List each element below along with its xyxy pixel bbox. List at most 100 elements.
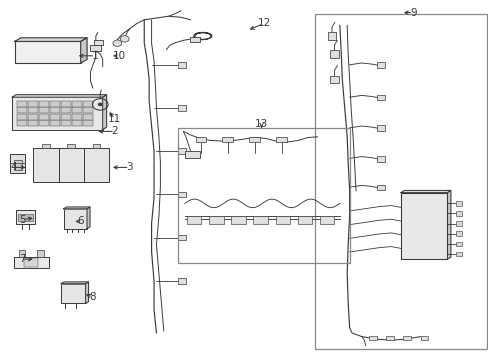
Bar [50,107,60,113]
Bar [455,252,461,256]
Bar [376,125,385,131]
Bar [376,185,385,190]
Text: 5: 5 [19,215,25,225]
Bar [327,32,336,40]
Bar [16,210,35,224]
Bar [386,336,393,340]
Bar [10,154,25,173]
Text: 11: 11 [108,114,122,124]
Bar [39,114,49,120]
Bar [39,101,49,107]
Bar [455,231,461,236]
Bar [39,120,49,126]
Bar [17,120,27,126]
Bar [231,216,245,224]
Bar [28,101,38,107]
Bar [67,144,75,148]
Bar [178,128,349,263]
Bar [42,144,50,148]
Polygon shape [81,38,87,63]
Bar [275,216,289,224]
Bar [19,250,25,257]
Bar [37,250,44,257]
Bar [400,193,447,259]
Bar [187,216,201,224]
Bar [253,216,267,224]
Bar [18,214,33,221]
Bar [50,101,60,107]
Bar [72,101,82,107]
Circle shape [113,40,122,46]
Bar [61,284,85,303]
Bar [376,156,385,162]
Bar [178,62,185,68]
Polygon shape [87,207,90,229]
Text: 7: 7 [19,254,25,264]
Bar [403,336,410,340]
Bar [184,151,200,158]
Bar [455,211,461,216]
Bar [61,101,71,107]
Bar [14,257,49,268]
Bar [33,148,109,182]
Polygon shape [447,190,450,259]
Bar [400,193,447,259]
Polygon shape [63,207,90,209]
Bar [83,101,93,107]
Polygon shape [102,95,106,130]
Bar [83,107,93,113]
Bar [61,107,71,113]
Polygon shape [15,38,87,41]
Bar [39,107,49,113]
Text: 8: 8 [89,292,96,302]
Bar [376,62,385,68]
Bar [61,114,71,120]
Bar [368,336,376,340]
Text: 2: 2 [111,126,118,136]
Bar [17,101,27,107]
Bar [72,120,82,126]
Bar [12,97,102,130]
Bar [319,216,334,224]
Text: 9: 9 [409,8,416,18]
Bar [329,50,338,58]
Bar [50,120,60,126]
Bar [17,114,27,120]
Polygon shape [12,95,106,97]
Circle shape [98,103,102,106]
Bar [376,95,385,100]
Bar [276,137,286,142]
Bar [329,76,338,83]
Bar [222,137,233,142]
Polygon shape [61,282,88,284]
Bar [315,14,486,349]
Polygon shape [400,190,450,193]
Text: 10: 10 [113,51,126,61]
Text: 3: 3 [126,162,133,172]
Bar [209,216,223,224]
Bar [455,201,461,206]
Bar [195,137,206,142]
Bar [249,137,260,142]
Bar [24,258,38,267]
Bar [28,114,38,120]
Bar [420,336,427,340]
Bar [72,107,82,113]
Bar [90,45,101,51]
Bar [94,40,102,45]
Bar [28,120,38,126]
Bar [189,37,200,42]
Text: 12: 12 [257,18,270,28]
Text: 4: 4 [10,162,17,172]
Text: 13: 13 [254,119,268,129]
Bar [297,216,311,224]
Polygon shape [85,282,88,303]
Bar [178,105,185,111]
Bar [83,120,93,126]
Bar [92,144,100,148]
Bar [83,114,93,120]
Bar [63,209,87,229]
Bar [178,235,185,240]
Bar [455,221,461,226]
Circle shape [120,36,129,42]
